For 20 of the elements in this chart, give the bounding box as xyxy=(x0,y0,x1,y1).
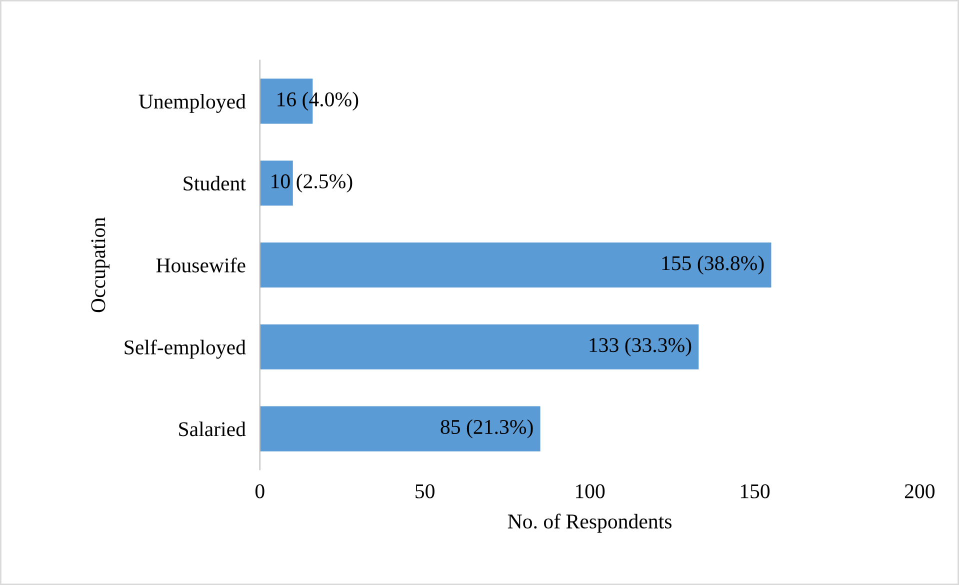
bar xyxy=(260,242,772,288)
data-label: 133 (33.3%) xyxy=(590,337,692,356)
bar xyxy=(260,406,540,452)
bar xyxy=(260,324,699,370)
data-label: 85 (21.3%) xyxy=(440,419,533,438)
y-tick-label: Housewife xyxy=(156,258,246,272)
x-axis-title: No. of Respondents xyxy=(508,514,672,533)
x-tick-label: 50 xyxy=(416,484,434,498)
y-tick-label: Unemployed xyxy=(138,94,246,113)
data-label: 10 (2.5%) xyxy=(272,174,352,193)
x-tick-label: 0 xyxy=(255,484,264,498)
x-tick-label: 200 xyxy=(904,484,935,498)
y-tick-label: Self-employed xyxy=(124,340,246,359)
y-tick-label: Salaried xyxy=(179,422,246,436)
x-tick-label: 150 xyxy=(740,484,770,498)
y-tick-label: Student xyxy=(184,176,246,191)
bar xyxy=(260,160,293,206)
x-tick-label: 100 xyxy=(576,484,605,498)
y-axis-title: Occupation xyxy=(91,217,110,312)
data-label: 155 (38.8%) xyxy=(662,256,764,274)
